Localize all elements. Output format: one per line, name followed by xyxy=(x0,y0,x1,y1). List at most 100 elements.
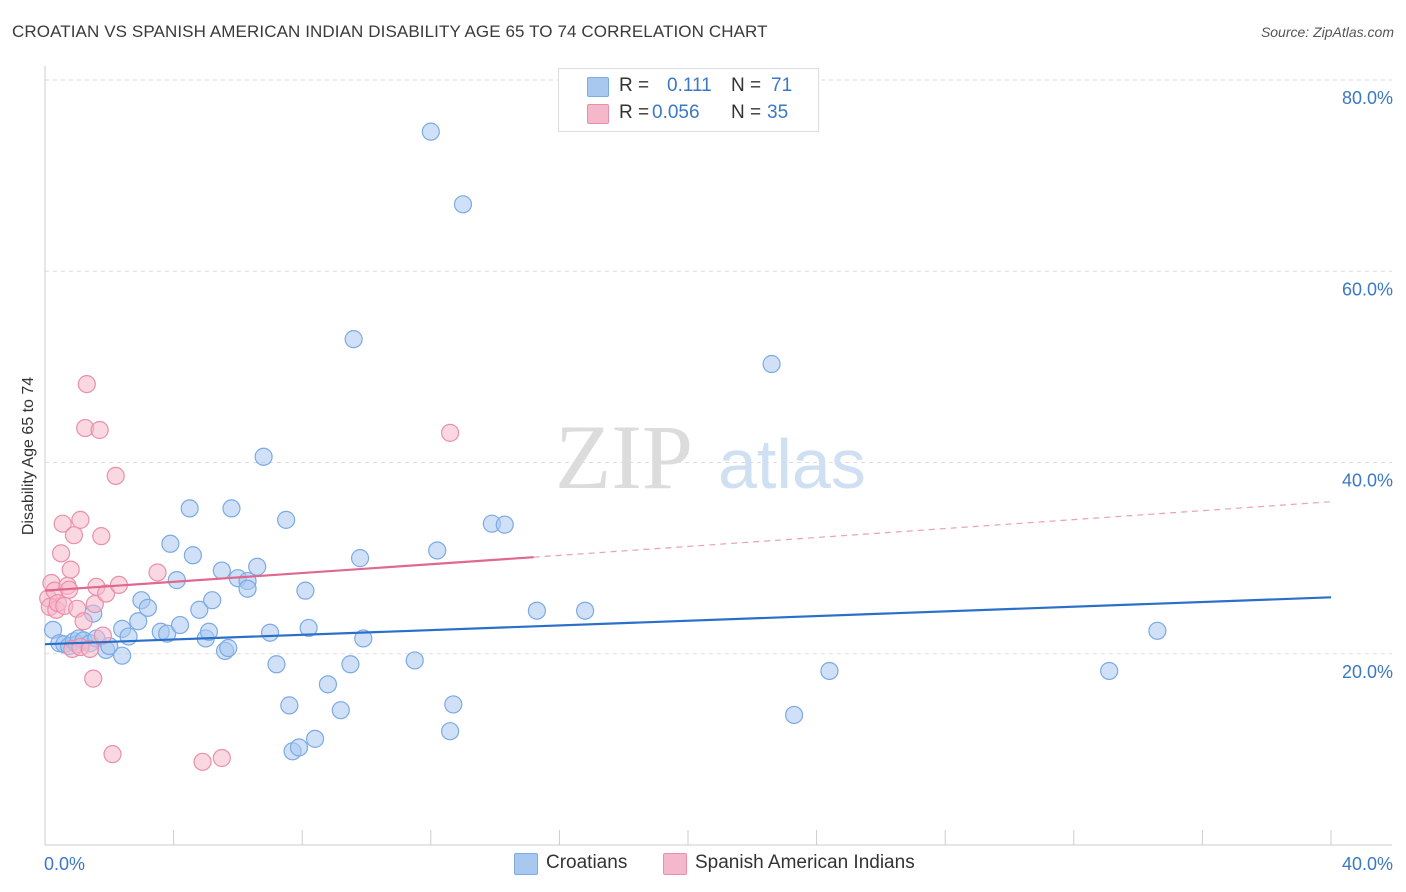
croatians-point xyxy=(113,646,132,665)
croatians-point xyxy=(405,651,424,670)
croatians-point xyxy=(238,579,257,598)
croatians-point xyxy=(280,696,299,715)
chart-source: Source: ZipAtlas.com xyxy=(1260,24,1394,40)
croatians-point xyxy=(1148,621,1167,640)
legend-r-label: R = xyxy=(619,75,650,96)
legend-r-value: 0.056 xyxy=(652,102,700,123)
tick-labels: 20.0% 40.0% 60.0% 80.0% 0.0% 40.0% xyxy=(44,88,1393,874)
croatians-point xyxy=(428,541,447,560)
croatians-point xyxy=(170,615,190,635)
legend-r-label: R = xyxy=(619,102,650,123)
spanish-american-indians-point xyxy=(74,612,93,631)
spanish-american-indians-point xyxy=(440,423,460,442)
y-tick-label: 60.0% xyxy=(1342,279,1393,299)
spanish-american-indians-point xyxy=(80,639,100,659)
legend-swatch-spanish-american-indians xyxy=(587,104,609,124)
data-points xyxy=(39,122,1167,771)
croatians-point xyxy=(784,705,804,725)
croatians-point xyxy=(354,629,373,648)
series-swatch-spanish-american-indians xyxy=(663,853,687,875)
series-label-croatians: Croatians xyxy=(546,852,628,873)
croatians-point xyxy=(440,722,460,741)
croatians-point xyxy=(203,591,222,610)
croatians-point xyxy=(341,655,360,674)
croatians-point xyxy=(138,598,157,617)
y-tick-label: 20.0% xyxy=(1342,662,1393,682)
watermark-atlas: atlas xyxy=(718,425,866,503)
croatians-point xyxy=(158,624,177,643)
croatians-point xyxy=(129,612,148,631)
spanish-american-indians-point xyxy=(93,626,112,645)
spanish-american-indians-point xyxy=(92,527,111,546)
legend-n-value: 71 xyxy=(771,75,793,96)
spanish-american-indians-point xyxy=(148,563,167,582)
spanish-american-indians-point xyxy=(71,510,90,529)
series-label-spanish-american-indians: Spanish American Indians xyxy=(695,852,915,873)
croatians-trend-line xyxy=(44,596,1332,646)
croatians-point xyxy=(305,729,325,748)
croatians-point xyxy=(296,581,315,600)
croatians-point xyxy=(762,354,781,374)
croatians-point xyxy=(267,655,286,674)
legend-n-label: N = xyxy=(731,75,762,96)
y-tick-label: 80.0% xyxy=(1342,88,1393,108)
spanish-american-indians-point xyxy=(51,544,71,563)
croatians-point xyxy=(180,499,199,518)
x-tick-label: 40.0% xyxy=(1342,854,1393,874)
spanish-american-indians-point xyxy=(212,748,231,768)
grid-lines xyxy=(45,79,1392,655)
croatians-point xyxy=(222,499,241,518)
watermark: ZIP atlas xyxy=(555,406,866,508)
croatians-point xyxy=(576,601,595,620)
spanish-american-indians-point xyxy=(106,466,125,485)
spanish-american-indians-point xyxy=(90,420,109,440)
legend-n-label: N = xyxy=(731,102,762,123)
croatians-point xyxy=(453,195,473,214)
croatians-point xyxy=(199,622,219,641)
croatians-point xyxy=(219,638,238,658)
legend-swatch-croatians xyxy=(587,77,609,97)
spanish-american-indians-point xyxy=(193,752,212,771)
croatians-point xyxy=(248,557,267,576)
croatians-point xyxy=(260,623,280,642)
spanish-american-indians-point xyxy=(64,526,84,545)
axes xyxy=(44,66,1392,846)
croatians-point xyxy=(318,675,338,694)
croatians-point xyxy=(289,738,309,757)
croatians-point xyxy=(183,546,202,565)
spanish-american-indians-point xyxy=(53,514,72,533)
spanish-american-indians-point xyxy=(103,745,122,764)
croatians-point xyxy=(350,549,370,568)
y-axis-label: Disability Age 65 to 74 xyxy=(20,377,37,535)
croatians-point xyxy=(820,661,839,681)
spanish-american-indians-trend-extension xyxy=(533,501,1332,558)
spanish-american-indians-point xyxy=(77,374,96,394)
croatians-point xyxy=(421,122,440,141)
croatians-point xyxy=(212,561,231,580)
croatians-point xyxy=(527,601,546,620)
croatians-point xyxy=(254,447,273,466)
croatians-point xyxy=(444,695,463,714)
series-swatch-croatians xyxy=(514,853,538,875)
croatians-point xyxy=(119,627,138,646)
croatians-point xyxy=(277,510,296,529)
y-tick-label: 40.0% xyxy=(1342,471,1393,491)
chart-title: CROATIAN VS SPANISH AMERICAN INDIAN DISA… xyxy=(12,22,768,41)
croatians-point xyxy=(1100,661,1119,681)
spanish-american-indians-point xyxy=(61,560,80,579)
croatians-point xyxy=(190,600,209,619)
croatians-point xyxy=(495,515,514,534)
spanish-american-indians-trend-line xyxy=(44,556,534,592)
stats-legend: R = 0.111 N = 71 R = 0.056 N = 35 xyxy=(558,68,819,132)
croatians-point xyxy=(331,701,350,720)
croatians-point xyxy=(344,330,363,349)
spanish-american-indians-point xyxy=(84,669,103,688)
watermark-zip: ZIP xyxy=(555,406,693,508)
x-tick-label: 0.0% xyxy=(44,854,85,874)
spanish-american-indians-point xyxy=(96,584,116,603)
legend-r-value: 0.111 xyxy=(667,75,712,96)
trend-lines xyxy=(44,501,1332,646)
croatians-point xyxy=(161,534,180,553)
croatians-point xyxy=(299,618,318,638)
